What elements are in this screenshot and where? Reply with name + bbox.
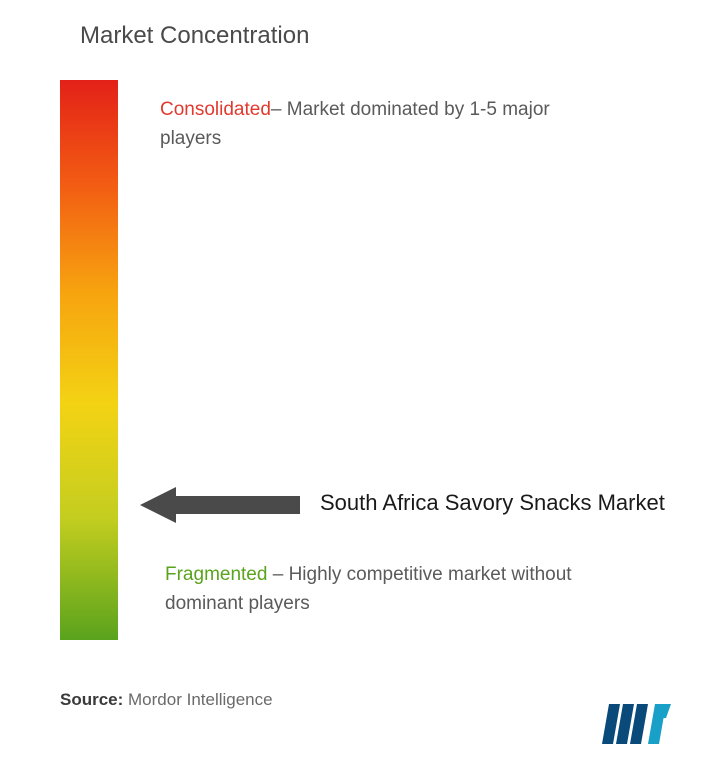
- chart-title: Market Concentration: [80, 22, 309, 50]
- mordor-intelligence-logo: [600, 700, 672, 748]
- fragmented-description: Fragmented – Highly competitive market w…: [165, 560, 645, 619]
- fragmented-label: Fragmented: [165, 564, 267, 585]
- market-position-arrow: [140, 487, 300, 523]
- consolidated-description: Consolidated– Market dominated by 1-5 ma…: [160, 95, 580, 154]
- logo-icon: [600, 700, 672, 748]
- arrow-left-icon: [140, 487, 300, 523]
- concentration-gradient-bar: [60, 80, 118, 640]
- source-value: Mordor Intelligence: [123, 690, 272, 709]
- source-key: Source:: [60, 690, 123, 709]
- consolidated-label: Consolidated: [160, 99, 271, 120]
- gradient-bar-svg: [60, 80, 118, 640]
- market-name-label: South Africa Savory Snacks Market: [320, 490, 665, 516]
- source-attribution: Source: Mordor Intelligence: [60, 690, 273, 710]
